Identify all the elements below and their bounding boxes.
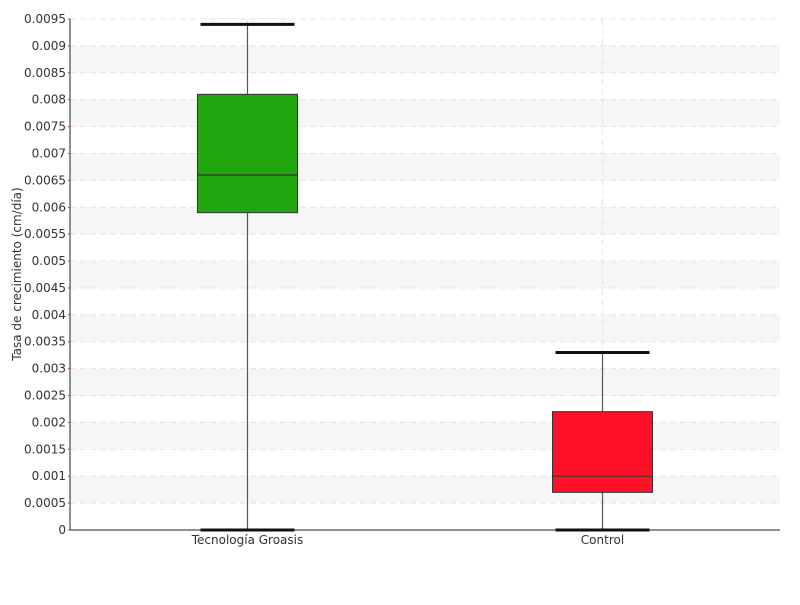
y-tick-label: 0 [58, 523, 66, 537]
grid-band [70, 261, 780, 288]
grid-band [70, 422, 780, 450]
y-tick-label: 0.0065 [24, 173, 66, 187]
grid-band [70, 153, 780, 181]
x-tick-label: Tecnología Groasis [191, 533, 304, 547]
y-tick-label: 0.0025 [24, 389, 66, 403]
y-tick-label: 0.0005 [24, 496, 66, 510]
y-tick-label: 0.0085 [24, 66, 66, 80]
grid-band [70, 207, 780, 235]
y-tick-label: 0.007 [32, 146, 66, 160]
grid-band [70, 45, 780, 73]
y-tick-label: 0.0055 [24, 227, 66, 241]
boxes [197, 22, 653, 532]
y-tick-label: 0.002 [32, 415, 66, 429]
x-tick-labels: Tecnología Groasis Control [191, 533, 624, 547]
y-tick-label: 0.001 [32, 469, 66, 483]
iqr-box [552, 411, 653, 493]
y-tick-label: 0.008 [32, 93, 66, 107]
x-tick-label: Control [581, 533, 624, 547]
y-tick-label: 0.006 [32, 200, 66, 214]
y-tick-label: 0.003 [32, 362, 66, 376]
y-tick-label: 0.0075 [24, 120, 66, 134]
grid-band [70, 476, 780, 504]
grid-band [70, 314, 780, 342]
y-axis-title: Tasa de crecimiento (cm/día) [10, 187, 24, 361]
y-tick-label: 0.004 [32, 308, 66, 322]
grid-band [70, 368, 780, 396]
y-tick-label: 0.0045 [24, 281, 66, 295]
iqr-box [197, 93, 298, 214]
y-tick-label: 0.005 [32, 254, 66, 268]
y-tick-label: 0.0035 [24, 335, 66, 349]
grid-bands [70, 45, 780, 504]
box-0 [197, 22, 298, 532]
y-tick-label: 0.0015 [24, 442, 66, 456]
box-1 [552, 350, 653, 532]
y-tick-label: 0.009 [32, 39, 66, 53]
y-tick-labels: 0 0.0005 0.001 0.0015 0.002 0.0025 0.003 0.0035… [24, 12, 66, 537]
y-tick-label: 0.0095 [24, 12, 66, 26]
grid-band [70, 99, 780, 127]
axes [68, 18, 780, 531]
